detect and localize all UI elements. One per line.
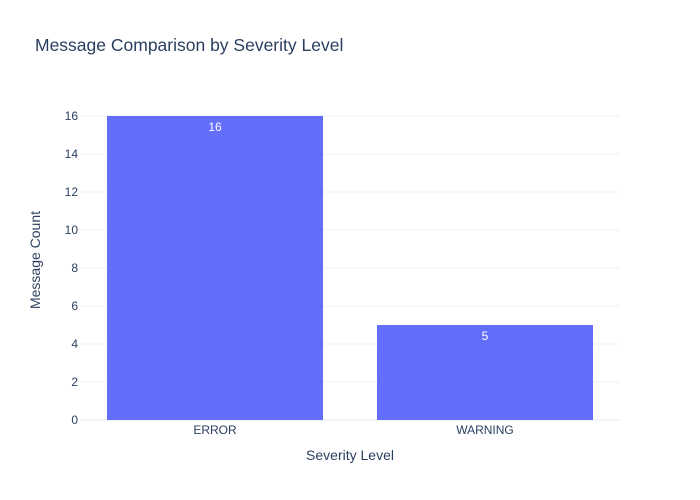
y-tick-label: 8 — [71, 261, 78, 275]
bar-error — [107, 115, 323, 420]
chart-title: Message Comparison by Severity Level — [35, 35, 343, 55]
y-tick-label: 4 — [71, 337, 78, 351]
bars: 16 5 — [107, 115, 593, 420]
y-tick-label: 2 — [71, 375, 78, 389]
x-tick-label: ERROR — [193, 423, 237, 437]
y-tick-label: 14 — [65, 147, 79, 161]
x-tick-label: WARNING — [456, 423, 514, 437]
bar-warning — [377, 324, 593, 420]
y-tick-label: 6 — [71, 299, 78, 313]
bar-data-label: 5 — [482, 329, 489, 343]
x-axis-ticks: ERROR WARNING — [193, 423, 513, 437]
y-axis-title: Message Count — [27, 211, 43, 309]
bar-data-label: 16 — [208, 120, 222, 134]
y-tick-label: 16 — [65, 109, 79, 123]
y-tick-label: 10 — [65, 223, 79, 237]
y-axis-ticks: 0 2 4 6 8 10 12 14 16 — [65, 109, 79, 427]
x-axis-title: Severity Level — [306, 447, 394, 463]
y-tick-label: 0 — [71, 413, 78, 427]
y-tick-label: 12 — [65, 185, 79, 199]
